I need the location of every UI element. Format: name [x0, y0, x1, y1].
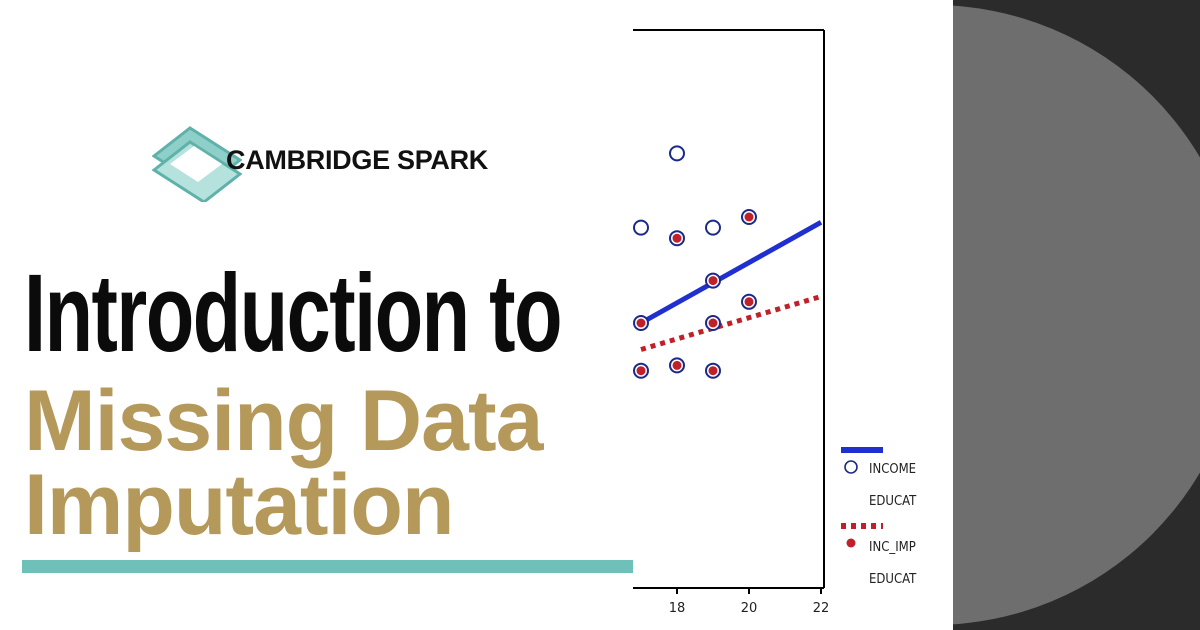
point-inc-imp — [672, 360, 682, 370]
legend-marker-inc-imp — [846, 538, 856, 548]
decorative-circle — [953, 5, 1200, 625]
fit-line-inc-imp — [640, 294, 822, 352]
legend-sublabel-inc-imp: EDUCAT — [869, 572, 917, 587]
legend-label-inc-imp: INC_IMP — [869, 540, 916, 555]
brand-name: CAMBRIDGE SPARK — [226, 145, 489, 175]
point-inc-imp — [636, 366, 646, 376]
cambridge-spark-logo-icon — [152, 126, 242, 202]
point-inc-imp — [708, 318, 718, 328]
point-inc-imp — [744, 212, 754, 222]
point-inc-imp — [708, 366, 718, 376]
point-income — [669, 145, 685, 162]
point-inc-imp — [744, 297, 754, 307]
point-income — [705, 219, 721, 236]
legend-label-income: INCOME — [869, 462, 916, 477]
x-tick-label: 18 — [669, 601, 686, 616]
point-inc-imp — [636, 318, 646, 328]
dark-panel — [953, 0, 1200, 630]
x-tick-label: 22 — [813, 601, 830, 616]
headline-line-1: Introduction to — [24, 252, 563, 375]
plot-frame — [633, 29, 825, 589]
headline-line-3: Imputation — [24, 457, 454, 553]
headline-line-2: Missing Data — [24, 373, 543, 469]
scatter-plot: 18 20 22 INCOME EDUCAT INC_IMP EDUCAT — [633, 0, 953, 630]
legend-sublabel-income: EDUCAT — [869, 494, 917, 509]
accent-rule — [22, 560, 634, 573]
legend-marker-income — [844, 460, 858, 474]
point-income — [633, 219, 649, 236]
fit-line-income — [639, 220, 823, 326]
point-inc-imp — [672, 233, 682, 243]
x-tick-label: 20 — [741, 601, 758, 616]
point-inc-imp — [708, 276, 718, 286]
